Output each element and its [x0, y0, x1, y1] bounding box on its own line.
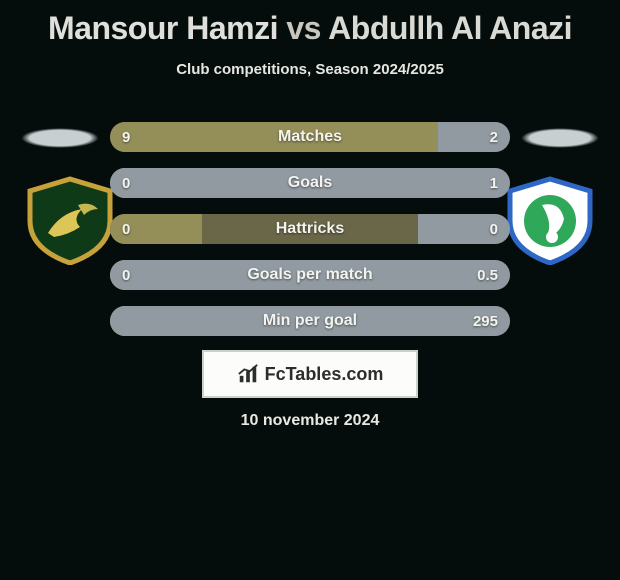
- stat-value-right: 295: [461, 306, 510, 336]
- player1-name: Mansour Hamzi: [48, 10, 278, 46]
- stat-label: Hattricks: [110, 214, 510, 244]
- player1-club-badge: [20, 175, 120, 265]
- subtitle: Club competitions, Season 2024/2025: [0, 61, 620, 78]
- stat-value-left: 0: [110, 168, 142, 198]
- player2-shadow: [521, 128, 599, 148]
- stat-row: Min per goal295: [110, 306, 510, 336]
- stat-label: Matches: [110, 122, 510, 152]
- comparison-title: Mansour Hamzi vs Abdullh Al Anazi: [0, 0, 620, 47]
- stat-value-left: 0: [110, 214, 142, 244]
- stat-value-right: 1: [478, 168, 510, 198]
- fctables-logo-text: FcTables.com: [265, 364, 384, 385]
- fctables-logo-box: FcTables.com: [202, 350, 418, 398]
- stat-row: Matches9 2: [110, 122, 510, 152]
- player1-shadow: [21, 128, 99, 148]
- stat-row: Goals0 1: [110, 168, 510, 198]
- player2-club-badge: [500, 175, 600, 265]
- stat-row: Goals per match0 0.5: [110, 260, 510, 290]
- stat-value-right: 0: [478, 214, 510, 244]
- stat-value-left: 9: [110, 122, 142, 152]
- stat-value-right: 0.5: [465, 260, 510, 290]
- club-badge-left-icon: [20, 175, 120, 265]
- stat-row: Hattricks0 0: [110, 214, 510, 244]
- stat-value-left: [110, 306, 134, 336]
- stat-value-left: 0: [110, 260, 142, 290]
- stat-label: Min per goal: [110, 306, 510, 336]
- player2-name: Abdullh Al Anazi: [328, 10, 572, 46]
- club-badge-right-icon: [500, 175, 600, 265]
- stat-label: Goals per match: [110, 260, 510, 290]
- stat-label: Goals: [110, 168, 510, 198]
- vs-text: vs: [286, 10, 321, 46]
- date-text: 10 november 2024: [0, 412, 620, 430]
- chart-icon: [237, 363, 259, 385]
- stat-value-right: 2: [478, 122, 510, 152]
- stats-container: Matches92Goals01Hattricks00Goals per mat…: [110, 122, 510, 352]
